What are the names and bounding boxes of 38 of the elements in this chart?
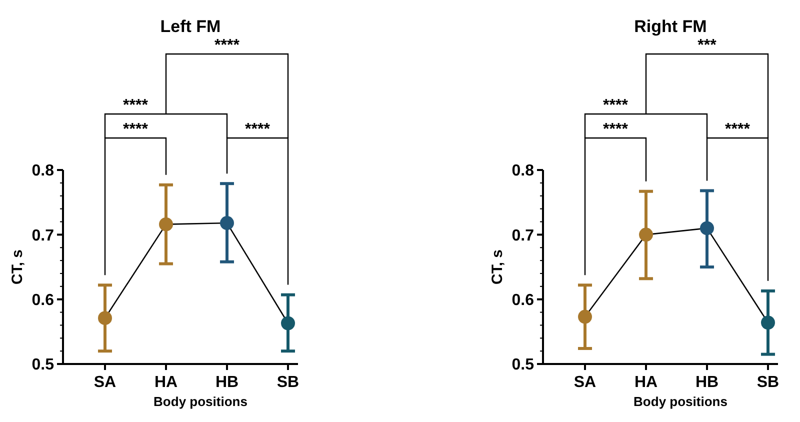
x-tick-label: SA <box>574 374 597 391</box>
y-tick-label: 0.5 <box>32 356 54 374</box>
x-tick-label: HB <box>215 374 239 391</box>
chart-title: Left FM <box>160 17 221 36</box>
point <box>761 316 775 330</box>
x-tick-label: SA <box>94 374 117 391</box>
point <box>220 216 234 230</box>
y-tick-label: 0.7 <box>32 227 54 244</box>
y-tick-label: 0.6 <box>32 292 54 309</box>
point <box>159 217 173 232</box>
x-tick-label: HA <box>634 374 658 391</box>
chart-title: Right FM <box>634 17 707 36</box>
y-axis-title: CT, s <box>9 249 26 285</box>
y-tick-label: 0.5 <box>512 356 534 374</box>
point <box>281 316 295 330</box>
x-tick-label: HB <box>695 374 719 391</box>
x-axis-title: Body positions <box>634 394 728 409</box>
text: **** <box>603 121 629 138</box>
text: **** <box>245 121 271 138</box>
text: *** <box>698 37 718 54</box>
x-tick-label: SB <box>756 374 780 391</box>
text: **** <box>603 97 629 114</box>
point <box>639 228 653 242</box>
x-tick-label: HA <box>154 374 178 391</box>
y-tick-label: 0.6 <box>512 292 534 309</box>
text: **** <box>214 37 240 54</box>
y-tick-label: 0.7 <box>512 227 534 244</box>
point <box>578 310 592 324</box>
y-tick-label: 0.8 <box>32 162 54 180</box>
point <box>700 221 714 236</box>
point <box>98 311 112 326</box>
y-axis-title: CT, s <box>489 249 506 285</box>
x-tick-label: SB <box>276 374 300 391</box>
y-tick-label: 0.8 <box>512 162 534 180</box>
x-axis-title: Body positions <box>154 394 248 409</box>
text: **** <box>725 121 751 138</box>
text: **** <box>123 121 149 138</box>
text: **** <box>123 97 149 114</box>
